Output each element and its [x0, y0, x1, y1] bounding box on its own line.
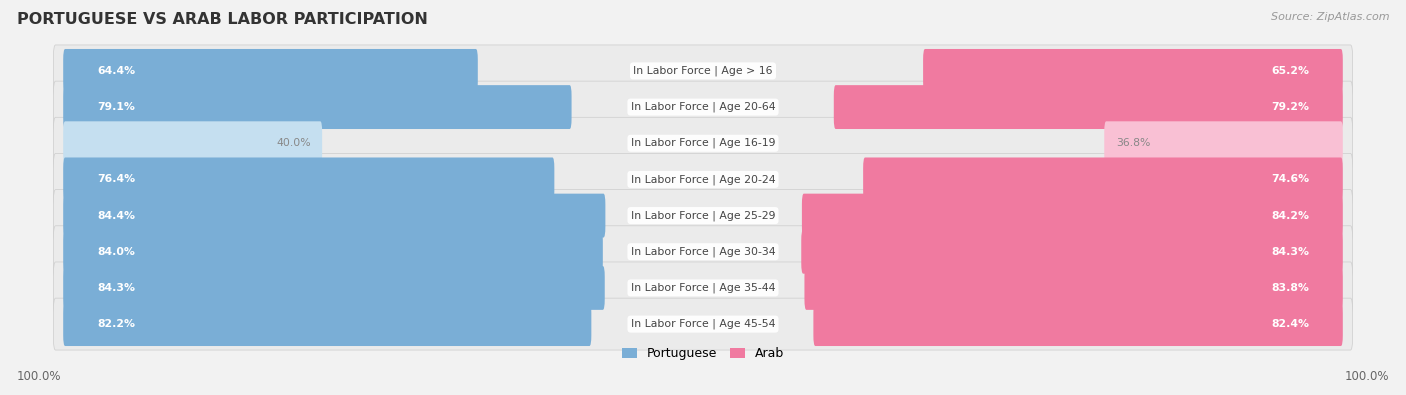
Text: In Labor Force | Age 35-44: In Labor Force | Age 35-44 — [631, 283, 775, 293]
Text: 82.4%: 82.4% — [1271, 319, 1309, 329]
FancyBboxPatch shape — [63, 85, 572, 129]
Text: Source: ZipAtlas.com: Source: ZipAtlas.com — [1271, 12, 1389, 22]
FancyBboxPatch shape — [53, 262, 1353, 314]
Text: 84.0%: 84.0% — [97, 247, 135, 257]
Text: 74.6%: 74.6% — [1271, 175, 1309, 184]
Text: 100.0%: 100.0% — [1344, 370, 1389, 383]
Text: 40.0%: 40.0% — [276, 138, 311, 148]
Text: In Labor Force | Age 20-64: In Labor Force | Age 20-64 — [631, 102, 775, 112]
FancyBboxPatch shape — [63, 194, 606, 237]
FancyBboxPatch shape — [63, 266, 605, 310]
FancyBboxPatch shape — [53, 190, 1353, 241]
Text: 84.2%: 84.2% — [1271, 211, 1309, 220]
Text: 82.2%: 82.2% — [97, 319, 135, 329]
Text: In Labor Force | Age 20-24: In Labor Force | Age 20-24 — [631, 174, 775, 185]
FancyBboxPatch shape — [863, 158, 1343, 201]
FancyBboxPatch shape — [801, 194, 1343, 237]
Text: 79.2%: 79.2% — [1271, 102, 1309, 112]
Text: In Labor Force | Age 45-54: In Labor Force | Age 45-54 — [631, 319, 775, 329]
FancyBboxPatch shape — [63, 302, 592, 346]
FancyBboxPatch shape — [63, 49, 478, 93]
FancyBboxPatch shape — [834, 85, 1343, 129]
FancyBboxPatch shape — [804, 266, 1343, 310]
FancyBboxPatch shape — [53, 226, 1353, 278]
Text: In Labor Force | Age 30-34: In Labor Force | Age 30-34 — [631, 246, 775, 257]
FancyBboxPatch shape — [53, 154, 1353, 205]
FancyBboxPatch shape — [53, 81, 1353, 133]
Text: 83.8%: 83.8% — [1271, 283, 1309, 293]
FancyBboxPatch shape — [814, 302, 1343, 346]
Text: PORTUGUESE VS ARAB LABOR PARTICIPATION: PORTUGUESE VS ARAB LABOR PARTICIPATION — [17, 12, 427, 27]
FancyBboxPatch shape — [63, 230, 603, 274]
FancyBboxPatch shape — [1104, 121, 1343, 165]
FancyBboxPatch shape — [801, 230, 1343, 274]
Text: 84.3%: 84.3% — [1271, 247, 1309, 257]
Text: 65.2%: 65.2% — [1271, 66, 1309, 76]
FancyBboxPatch shape — [53, 298, 1353, 350]
Text: In Labor Force | Age > 16: In Labor Force | Age > 16 — [633, 66, 773, 76]
FancyBboxPatch shape — [63, 158, 554, 201]
Text: 79.1%: 79.1% — [97, 102, 135, 112]
Text: In Labor Force | Age 25-29: In Labor Force | Age 25-29 — [631, 210, 775, 221]
Text: 64.4%: 64.4% — [97, 66, 135, 76]
FancyBboxPatch shape — [63, 121, 322, 165]
Text: 84.4%: 84.4% — [97, 211, 135, 220]
FancyBboxPatch shape — [53, 45, 1353, 97]
Text: 100.0%: 100.0% — [17, 370, 62, 383]
FancyBboxPatch shape — [924, 49, 1343, 93]
Text: In Labor Force | Age 16-19: In Labor Force | Age 16-19 — [631, 138, 775, 149]
Text: 36.8%: 36.8% — [1116, 138, 1150, 148]
Text: 84.3%: 84.3% — [97, 283, 135, 293]
Legend: Portuguese, Arab: Portuguese, Arab — [617, 342, 789, 365]
Text: 76.4%: 76.4% — [97, 175, 135, 184]
FancyBboxPatch shape — [53, 117, 1353, 169]
